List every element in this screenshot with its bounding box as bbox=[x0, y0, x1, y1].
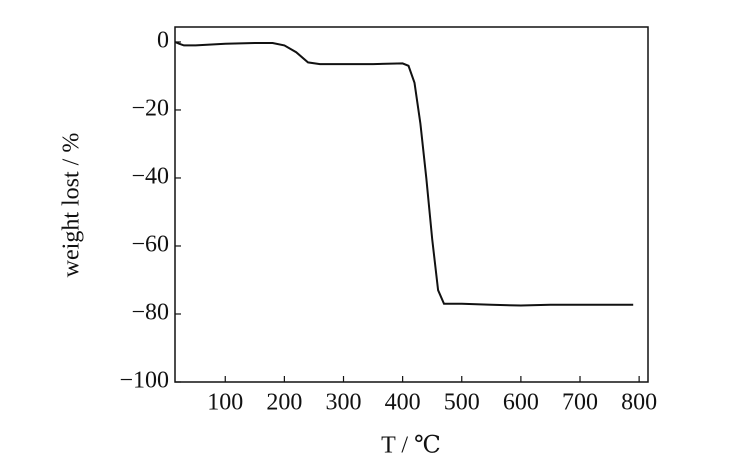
x-tick-label: 600 bbox=[503, 390, 539, 416]
x-tick-label: 800 bbox=[621, 390, 657, 416]
y-tick-label: −60 bbox=[131, 231, 169, 257]
x-tick-label: 400 bbox=[385, 390, 421, 416]
x-tick-label: 700 bbox=[562, 390, 598, 416]
x-tick-label: 100 bbox=[207, 390, 243, 416]
x-tick-label: 500 bbox=[444, 390, 480, 416]
y-tick-label: −20 bbox=[131, 95, 169, 121]
y-tick-label: −40 bbox=[131, 163, 169, 189]
x-axis-label: T / ℃ bbox=[381, 433, 441, 459]
x-tick-label: 300 bbox=[326, 390, 362, 416]
y-tick-label: −100 bbox=[119, 368, 169, 394]
data-line bbox=[174, 41, 634, 307]
y-tick-label: −80 bbox=[131, 299, 169, 325]
plot-frame bbox=[174, 26, 649, 383]
y-axis-label: weight lost / % bbox=[59, 133, 85, 278]
y-tick-label: 0 bbox=[157, 27, 169, 53]
x-tick-label: 200 bbox=[266, 390, 302, 416]
